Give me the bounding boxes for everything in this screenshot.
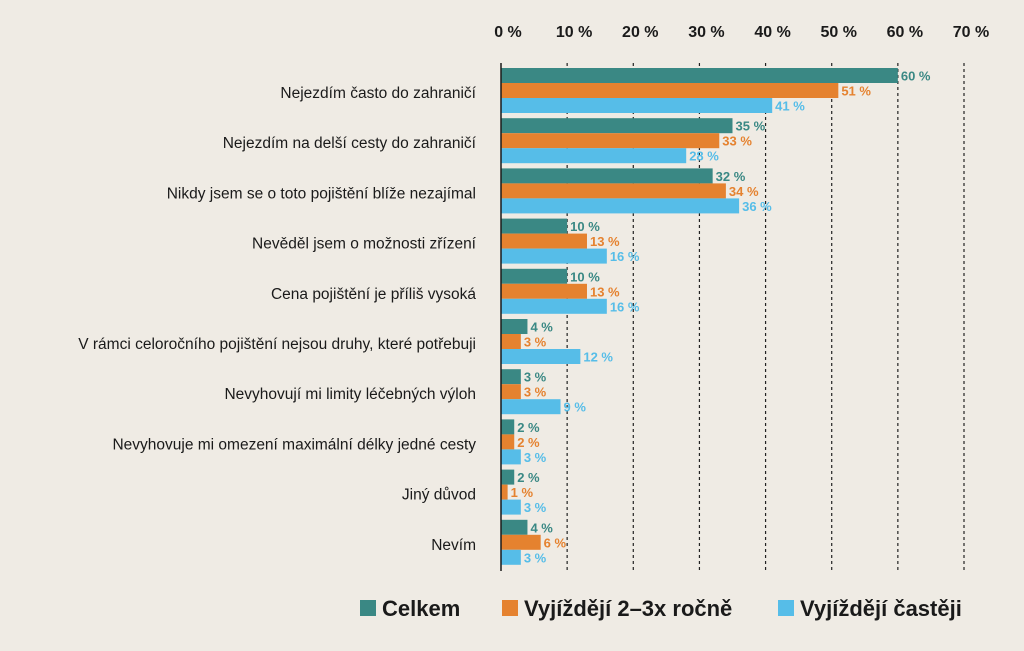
data-label: 9 %	[564, 400, 587, 415]
bar-vyjizdeji-casteji	[501, 399, 561, 415]
category-label: Cena pojištění je příliš vysoká	[271, 286, 476, 303]
bar-celkem	[501, 268, 568, 284]
x-tick-label: 10 %	[556, 24, 592, 41]
x-tick-label: 60 %	[887, 24, 923, 41]
data-label: 10 %	[570, 219, 600, 234]
legend-swatch	[778, 600, 794, 616]
x-tick-label: 40 %	[754, 24, 790, 41]
bar-celkem	[501, 68, 898, 83]
bar-vyjizdeji-2-3x	[501, 534, 541, 550]
x-tick-label: 30 %	[688, 24, 724, 41]
data-label: 60 %	[901, 69, 931, 84]
category-label: Nejezdím na delší cesty do zahraničí	[223, 135, 477, 152]
data-label: 10 %	[570, 269, 600, 284]
data-label: 2 %	[517, 470, 540, 485]
data-label: 16 %	[610, 299, 640, 314]
bar-vyjizdeji-2-3x	[501, 283, 587, 299]
bar-vyjizdeji-2-3x	[501, 384, 521, 400]
legend-label: Vyjíždějí častěji	[800, 596, 962, 621]
x-tick-label: 20 %	[622, 24, 658, 41]
data-label: 51 %	[841, 84, 871, 99]
category-label: Nevěděl jsem o možnosti zřízení	[252, 236, 477, 253]
data-label: 33 %	[722, 134, 752, 149]
x-tick-label: 0 %	[494, 24, 522, 41]
bar-vyjizdeji-casteji	[501, 148, 687, 164]
bar-vyjizdeji-casteji	[501, 198, 740, 214]
bar-vyjizdeji-casteji	[501, 549, 521, 565]
data-label: 4 %	[530, 520, 553, 535]
data-label: 1 %	[511, 485, 534, 500]
bar-vyjizdeji-2-3x	[501, 233, 587, 249]
legend-label: Celkem	[382, 596, 460, 621]
legend-swatch	[502, 600, 518, 616]
data-label: 34 %	[729, 184, 759, 199]
legend-swatch	[360, 600, 376, 616]
category-label: Nevyhovuje mi omezení maximální délky je…	[112, 436, 476, 453]
data-label: 13 %	[590, 284, 620, 299]
data-label: 35 %	[736, 119, 766, 134]
bar-celkem	[501, 118, 733, 134]
data-label: 6 %	[544, 535, 567, 550]
x-tick-label: 70 %	[953, 24, 989, 41]
bar-vyjizdeji-2-3x	[501, 434, 515, 450]
data-label: 2 %	[517, 420, 540, 435]
bar-celkem	[501, 369, 521, 385]
data-label: 3 %	[524, 500, 547, 515]
data-label: 3 %	[524, 550, 547, 565]
data-label: 36 %	[742, 199, 772, 214]
data-label: 2 %	[517, 435, 540, 450]
data-label: 13 %	[590, 234, 620, 249]
bar-vyjizdeji-casteji	[501, 449, 521, 465]
category-label: Nevím	[431, 537, 476, 554]
data-label: 4 %	[530, 320, 553, 335]
bar-vyjizdeji-casteji	[501, 248, 607, 264]
bar-vyjizdeji-casteji	[501, 98, 773, 113]
bar-vyjizdeji-casteji	[501, 499, 521, 515]
data-label: 3 %	[524, 335, 547, 350]
data-label: 16 %	[610, 249, 640, 264]
bar-vyjizdeji-2-3x	[501, 484, 508, 500]
category-label: V rámci celoročního pojištění nejsou dru…	[78, 336, 476, 353]
bar-celkem	[501, 519, 528, 535]
bar-vyjizdeji-casteji	[501, 349, 581, 364]
bar-celkem	[501, 319, 528, 334]
bar-vyjizdeji-2-3x	[501, 183, 726, 199]
bar-vyjizdeji-2-3x	[501, 133, 720, 149]
data-label: 3 %	[524, 450, 547, 465]
category-label: Nikdy jsem se o toto pojištění blíže nez…	[167, 185, 476, 202]
data-label: 12 %	[583, 350, 613, 365]
bar-celkem	[501, 469, 515, 485]
data-label: 41 %	[775, 99, 805, 114]
bar-celkem	[501, 419, 515, 435]
data-label: 32 %	[716, 169, 746, 184]
bar-celkem	[501, 168, 713, 184]
bar-celkem	[501, 218, 568, 234]
data-label: 3 %	[524, 370, 547, 385]
category-label: Jiný důvod	[402, 487, 476, 504]
data-label: 28 %	[689, 149, 719, 164]
bar-vyjizdeji-2-3x	[501, 83, 839, 98]
x-tick-label: 50 %	[820, 24, 856, 41]
legend-label: Vyjíždějí 2–3x ročně	[524, 596, 732, 621]
bar-vyjizdeji-2-3x	[501, 334, 521, 349]
data-label: 3 %	[524, 385, 547, 400]
category-label: Nevyhovují mi limity léčebných výloh	[224, 386, 476, 403]
category-label: Nejezdím často do zahraničí	[280, 85, 476, 102]
bar-vyjizdeji-casteji	[501, 298, 607, 314]
